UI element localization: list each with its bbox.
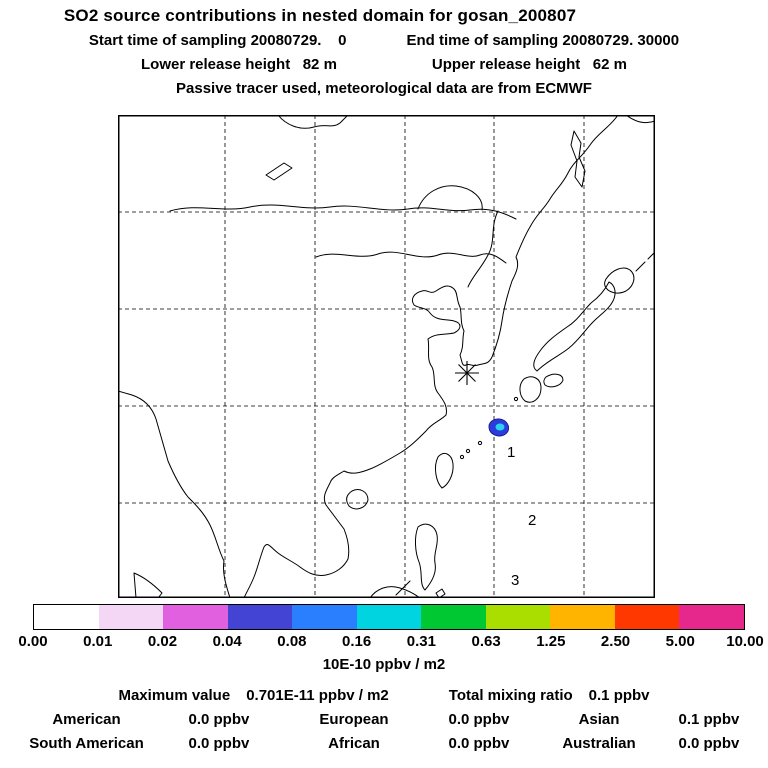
plume-area-label: 3: [511, 572, 519, 589]
island-kyushu: [519, 376, 542, 403]
release-heights-row: Lower release height 82 m Upper release …: [0, 56, 768, 73]
colorbar-segment: [34, 605, 99, 629]
maximum-value: 0.701E-11 ppbv / m2: [246, 687, 389, 704]
colorbar-level-label: 10.00: [726, 633, 764, 650]
islands-philippines: [395, 580, 446, 598]
island-luzon: [415, 523, 438, 591]
contribution-value-african: 0.0 ppbv: [448, 735, 510, 752]
coastlines: [118, 115, 655, 598]
maximum-value-label: Maximum value: [118, 687, 231, 704]
map: 1 2 3: [118, 115, 655, 598]
map-frame: [118, 115, 655, 598]
map-gridlines: [118, 115, 655, 598]
contribution-value-european: 0.0 ppbv: [448, 711, 510, 728]
total-mixing-ratio-stat: Total mixing ratio 0.1 ppbv: [449, 687, 650, 704]
border-top-edge: [277, 115, 349, 129]
summary-stats: Maximum value 0.701E-11 ppbv / m2 Total …: [0, 687, 768, 704]
contribution-label-australian: Australian: [562, 735, 636, 752]
contribution-value-south-american: 0.0 ppbv: [188, 735, 250, 752]
island-sakhalin: [570, 130, 586, 188]
colorbar-level-label: 0.63: [471, 633, 501, 650]
plume-area-label: 2: [528, 512, 536, 529]
island-ryukyu-dot: [513, 396, 519, 402]
total-mixing-ratio-label: Total mixing ratio: [448, 687, 573, 704]
regional-contributions: American 0.0 ppbv European 0.0 ppbv Asia…: [7, 711, 762, 752]
island-shikoku: [543, 373, 564, 388]
contribution-label-african: African: [328, 735, 380, 752]
lake-baikal: [265, 162, 293, 181]
island-honshu: [533, 281, 616, 372]
total-mixing-ratio-value: 0.1 ppbv: [588, 687, 650, 704]
colorbar-segment: [485, 605, 551, 629]
colorbar-level-label: 5.00: [665, 633, 695, 650]
contribution-label-american: American: [52, 711, 121, 728]
colorbar-segment: [356, 605, 422, 629]
contribution-label-south-american: South American: [29, 735, 144, 752]
sampling-times-row: Start time of sampling 20080729. 0 End t…: [0, 32, 768, 49]
colorbar-segment: [98, 605, 164, 629]
colorbar-level-label: 1.25: [536, 633, 566, 650]
colorbar-segment: [292, 605, 357, 629]
lower-release-text: Lower release height 82 m: [141, 56, 337, 73]
island-ryukyu-dot: [465, 448, 471, 454]
colorbar-level-label: 0.08: [277, 633, 307, 650]
maximum-value-stat: Maximum value 0.701E-11 ppbv / m2: [118, 687, 388, 704]
colorbar-segment: [679, 605, 745, 629]
contribution-label-european: European: [319, 711, 389, 728]
colorbar-segment: [421, 605, 486, 629]
contribution-value-american: 0.0 ppbv: [188, 711, 250, 728]
coastline-mainland: [243, 115, 619, 598]
island-hokkaido: [604, 267, 635, 294]
coastline-west: [118, 390, 231, 598]
contribution-value-asian: 0.1 ppbv: [678, 711, 740, 728]
island-ryukyu-dot: [477, 440, 483, 446]
contribution-label-asian: Asian: [578, 711, 620, 728]
border-north-2: [315, 251, 507, 264]
colorbar-level-label: 0.04: [212, 633, 242, 650]
contribution-value-australian: 0.0 ppbv: [678, 735, 740, 752]
island-hainan: [346, 489, 369, 510]
island-sumatra: [133, 572, 163, 598]
sampling-start-text: Start time of sampling 20080729. 0: [88, 32, 347, 49]
colorbar-level-label: 0.31: [406, 633, 436, 650]
colorbar-level-label: 0.02: [147, 633, 178, 650]
island-borneo: [369, 586, 421, 598]
islands-kuril: [635, 251, 655, 272]
river-amur: [467, 210, 499, 288]
colorbar-segment: [614, 605, 680, 629]
island-ryukyu-dot: [459, 454, 465, 460]
colorbar-level-label: 0.01: [83, 633, 113, 650]
colorbar-segment: [227, 605, 293, 629]
colorbar-labels: 0.00 0.01 0.02 0.04 0.08 0.16 0.31 0.63 1.25 2.50…: [18, 633, 763, 650]
upper-release-text: Upper release height 62 m: [431, 56, 627, 73]
colorbar: [33, 604, 745, 630]
island-taiwan: [434, 453, 454, 489]
plume-area-label: 1: [507, 444, 515, 461]
sampling-end-text: End time of sampling 20080729. 30000: [406, 32, 680, 49]
colorbar-units: 10E-10 ppbv / m2: [322, 656, 446, 673]
colorbar-segment: [163, 605, 228, 629]
plume-blob: [488, 418, 510, 437]
tracer-note: Passive tracer used, meteorological data…: [176, 80, 592, 97]
border-north-1: [169, 185, 517, 220]
colorbar-level-label: 2.50: [600, 633, 631, 650]
receptor-marker-asterisk: [455, 361, 479, 385]
colorbar-segment: [550, 605, 615, 629]
colorbar-level-label: 0.00: [18, 633, 48, 650]
colorbar-level-label: 0.16: [342, 633, 372, 650]
figure-title: SO2 source contributions in nested domai…: [63, 6, 577, 25]
